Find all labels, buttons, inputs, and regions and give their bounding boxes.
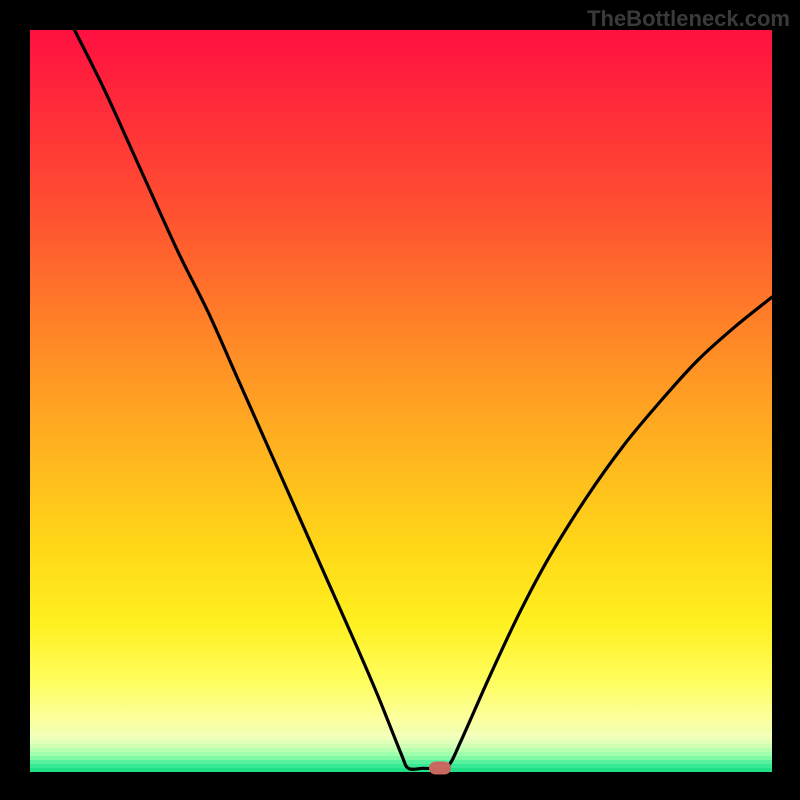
chart-frame — [30, 30, 772, 772]
bottleneck-curve — [75, 30, 772, 769]
watermark-text: TheBottleneck.com — [587, 6, 790, 32]
minimum-marker — [429, 761, 451, 774]
chart-curve-layer — [30, 30, 772, 772]
